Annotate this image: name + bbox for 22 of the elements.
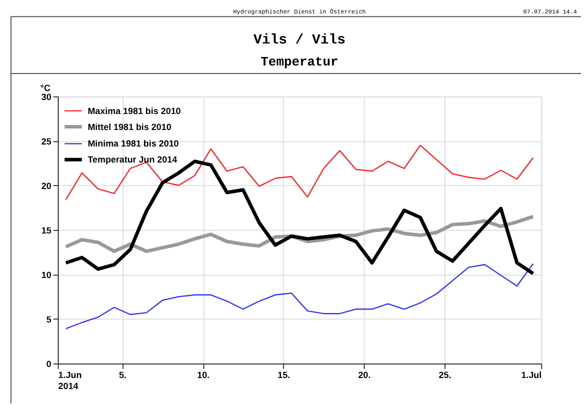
x-tick-label: 25.: [438, 370, 452, 380]
line-series: [65, 263, 534, 330]
x-tick-label: 15.: [278, 370, 290, 380]
y-tick-label: 20: [41, 180, 52, 191]
chart-title: Vils / Vils: [253, 32, 346, 49]
chart-subtitle: Temperatur: [260, 54, 338, 70]
x-tick-label: 1.Jul: [521, 370, 542, 380]
y-tick-label: 10: [41, 270, 52, 280]
legend-label: Maxima 1981 bis 2010: [88, 106, 181, 116]
y-tick-label: 0: [46, 358, 52, 369]
x-tick-label: 5.: [119, 370, 126, 380]
legend-label: Minima 1981 bis 2010: [88, 138, 179, 149]
y-tick-label: 5: [46, 314, 52, 324]
y-tick-label: 30: [41, 92, 52, 102]
legend-label: Temperatur Jun 2014: [88, 154, 178, 165]
x-tick-label: 10.: [197, 370, 210, 380]
x-tick-label: 1.Jun 2014: [58, 370, 82, 391]
x-tick-label: 20.: [358, 370, 371, 380]
legend-label: Mittel 1981 bis 2010: [88, 122, 172, 132]
y-axis-title: °C: [40, 82, 51, 93]
y-tick-label: 25: [41, 136, 52, 146]
y-tick-label: 15: [41, 225, 52, 236]
